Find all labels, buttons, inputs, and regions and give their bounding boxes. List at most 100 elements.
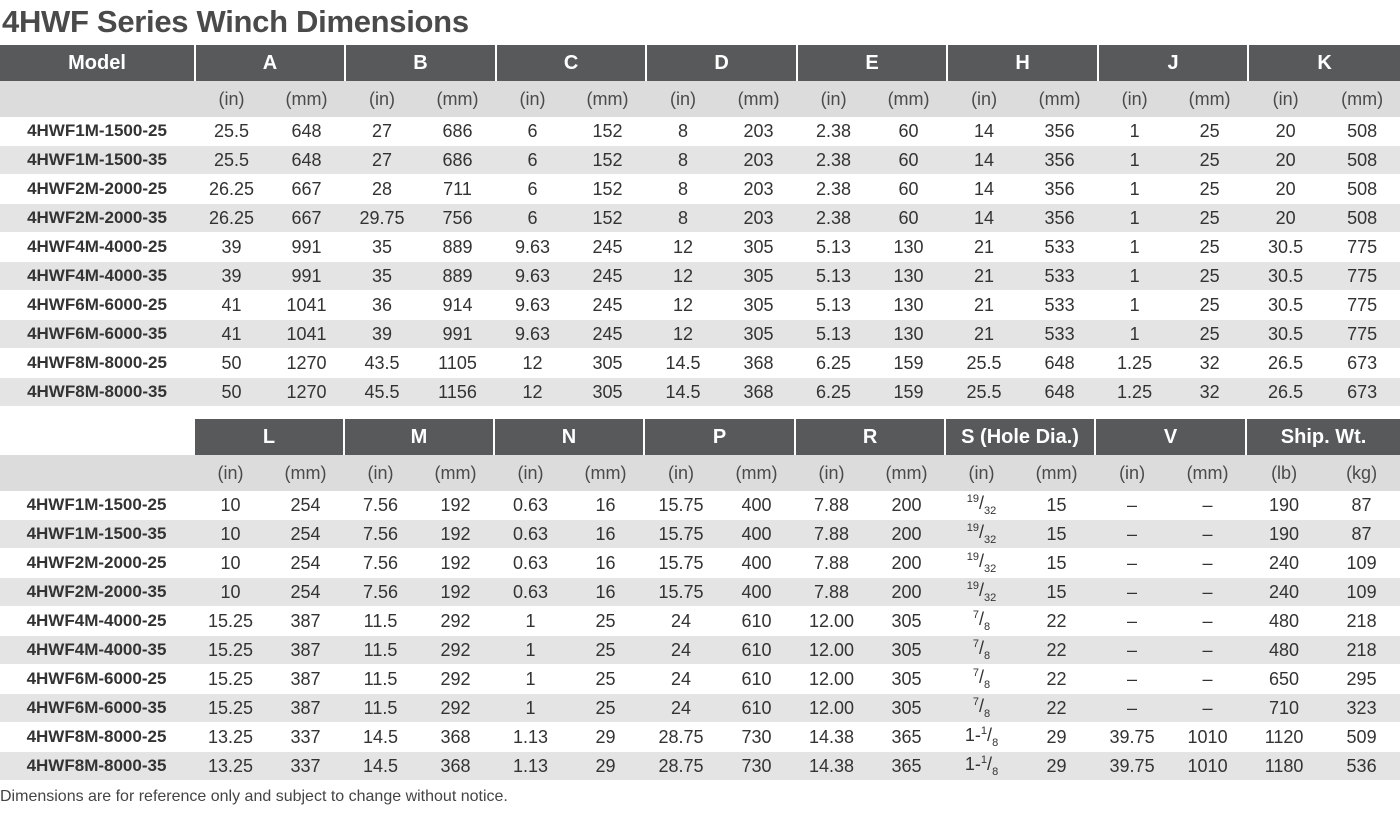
table-row: 4HWF8M-8000-35 13.25 337 14.5 368 1.13 29 28.75…: [0, 752, 1400, 781]
value-cell: 775: [1324, 291, 1400, 320]
unit-label: (in): [796, 81, 872, 117]
value-cell: 21: [946, 320, 1023, 349]
value-cell: 991: [420, 320, 496, 349]
value-cell: 1041: [269, 320, 345, 349]
value-cell: 22: [1019, 694, 1095, 723]
value-cell: 12.00: [794, 665, 870, 694]
value-cell: 1: [1097, 291, 1173, 320]
unit-label: (in): [643, 455, 720, 491]
column-header-group: V: [1094, 419, 1246, 455]
value-cell: 533: [1022, 320, 1098, 349]
value-cell: 30.5: [1247, 320, 1325, 349]
value-cell: 667: [269, 175, 345, 204]
value-cell: 7/8: [944, 607, 1020, 636]
value-cell: 7.88: [794, 549, 870, 578]
value-cell: 1-1/8: [944, 752, 1020, 781]
unit-label: (in): [1094, 455, 1171, 491]
value-cell: 12: [645, 291, 722, 320]
value-cell: 387: [268, 636, 343, 665]
value-cell: 9.63: [495, 291, 571, 320]
value-cell: 26.5: [1247, 378, 1325, 407]
column-header-group: D: [645, 45, 797, 81]
value-cell: 368: [418, 752, 494, 781]
value-cell: 41: [194, 291, 269, 320]
value-cell: 387: [268, 694, 343, 723]
value-cell: 240: [1245, 549, 1324, 578]
value-cell: 480: [1245, 607, 1324, 636]
value-cell: 39.75: [1094, 723, 1171, 752]
value-cell: 25: [1172, 175, 1248, 204]
value-cell: 2.38: [796, 175, 872, 204]
value-cell: 130: [871, 320, 947, 349]
column-header-group: S (Hole Dia.): [944, 419, 1095, 455]
value-cell: 387: [268, 607, 343, 636]
unit-label: (mm): [719, 455, 795, 491]
value-cell: 400: [719, 491, 795, 520]
value-cell: 15.75: [643, 578, 720, 607]
value-cell: 365: [869, 723, 945, 752]
value-cell: 19/32: [944, 549, 1020, 578]
value-cell: 87: [1323, 520, 1400, 549]
value-cell: 29: [568, 752, 644, 781]
value-cell: 25: [1172, 291, 1248, 320]
value-cell: 14.5: [343, 752, 418, 781]
value-cell: 533: [1022, 291, 1098, 320]
unit-label: (mm): [418, 455, 494, 491]
unit-label: (in): [944, 455, 1020, 491]
value-cell: –: [1170, 578, 1246, 607]
value-cell: 13.25: [193, 752, 268, 781]
value-cell: 12: [645, 320, 722, 349]
value-cell: 11.5: [343, 665, 418, 694]
value-cell: 130: [871, 291, 947, 320]
value-cell: 15.25: [193, 694, 268, 723]
value-cell: 15.75: [643, 549, 720, 578]
value-cell: 7.88: [794, 578, 870, 607]
value-cell: 7/8: [944, 694, 1020, 723]
table-row: 4HWF2M-2000-35 26.25 667 29.75 756 6 152 8 203 2.…: [0, 204, 1400, 233]
value-cell: 200: [869, 578, 945, 607]
table-row: 4HWF2M-2000-25 26.25 667 28 711 6 152 8 203 2.38 6…: [0, 175, 1400, 204]
value-cell: 21: [946, 291, 1023, 320]
value-cell: 203: [721, 146, 797, 175]
value-cell: 20: [1247, 117, 1325, 146]
column-header-group: M: [343, 419, 494, 455]
value-cell: 15: [1019, 549, 1095, 578]
value-cell: 192: [418, 491, 494, 520]
unit-label: (in): [495, 81, 571, 117]
value-cell: 12.00: [794, 607, 870, 636]
page-title: 4HWF Series Winch Dimensions: [2, 4, 469, 39]
value-cell: 19/32: [944, 491, 1020, 520]
column-header-group: Ship. Wt.: [1245, 419, 1400, 455]
value-cell: –: [1170, 607, 1246, 636]
value-cell: 11.5: [343, 636, 418, 665]
value-cell: 368: [721, 349, 797, 378]
value-cell: 2.38: [796, 204, 872, 233]
value-cell: 32: [1172, 349, 1248, 378]
value-cell: 1.25: [1097, 349, 1173, 378]
value-cell: 356: [1022, 175, 1098, 204]
value-cell: 50: [194, 378, 269, 407]
value-cell: 305: [721, 233, 797, 262]
value-cell: 16: [568, 549, 644, 578]
column-header-group: K: [1247, 45, 1400, 81]
value-cell: –: [1094, 636, 1171, 665]
value-cell: 25: [1172, 233, 1248, 262]
value-cell: 14.38: [794, 752, 870, 781]
value-cell: 356: [1022, 146, 1098, 175]
value-cell: 19/32: [944, 520, 1020, 549]
value-cell: 5.13: [796, 262, 872, 291]
value-cell: 11.5: [343, 607, 418, 636]
column-header-group: B: [344, 45, 496, 81]
value-cell: 218: [1323, 636, 1400, 665]
value-cell: 509: [1323, 723, 1400, 752]
value-cell: 28.75: [643, 723, 720, 752]
value-cell: 1180: [1245, 752, 1324, 781]
value-cell: 16: [568, 520, 644, 549]
model-cell: 4HWF6M-6000-25: [0, 665, 193, 694]
value-cell: 6: [495, 175, 571, 204]
value-cell: 192: [418, 520, 494, 549]
value-cell: 203: [721, 175, 797, 204]
value-cell: 686: [420, 117, 496, 146]
value-cell: 29.75: [344, 204, 421, 233]
